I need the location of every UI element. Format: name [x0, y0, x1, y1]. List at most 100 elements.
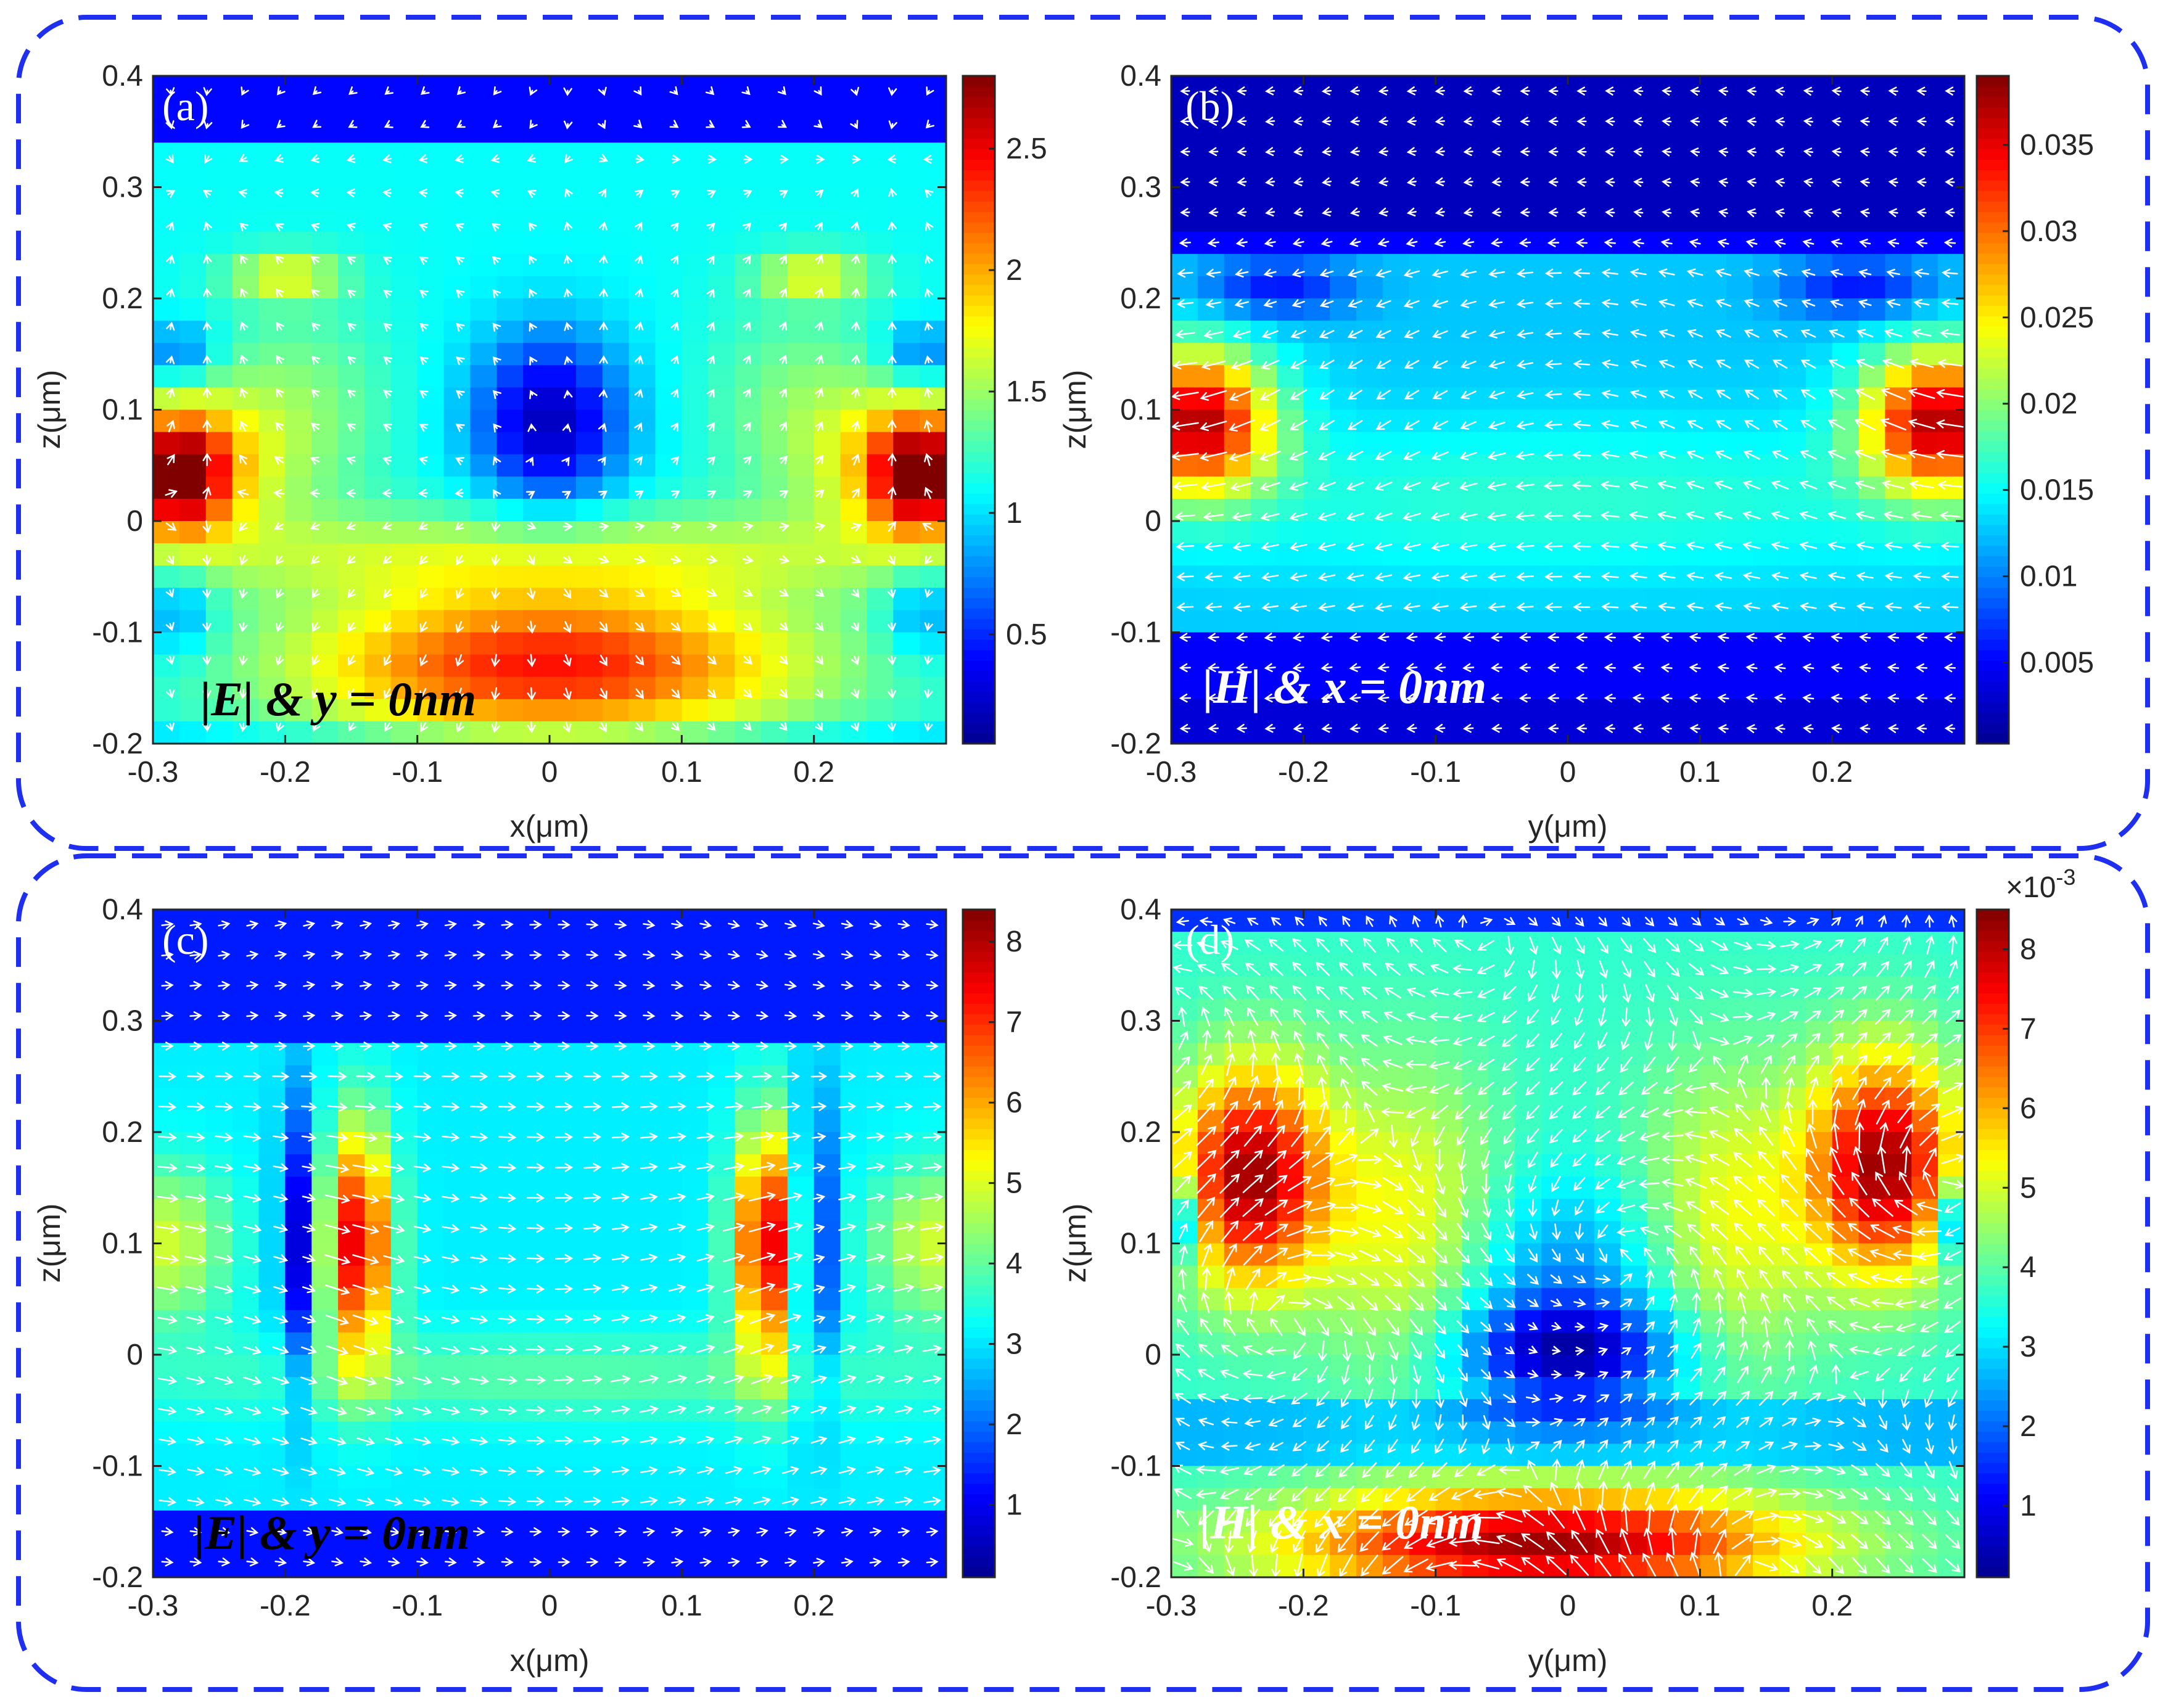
- field-arrow: [599, 288, 608, 297]
- heatmap-cell: [1462, 365, 1489, 388]
- heatmap-cell: [285, 954, 312, 977]
- heatmap-cell: [1753, 632, 1780, 655]
- colorbar-segment: [963, 1368, 995, 1380]
- heatmap-cell: [628, 1355, 656, 1377]
- field-arrow: [888, 87, 897, 96]
- heatmap-cell: [814, 298, 841, 321]
- heatmap-cell: [1647, 699, 1675, 722]
- heatmap-cell: [205, 476, 233, 499]
- heatmap-cell: [205, 365, 233, 388]
- heatmap-cell: [602, 1443, 630, 1467]
- heatmap-cell: [1488, 409, 1516, 433]
- colorbar-segment: [963, 503, 995, 515]
- heatmap-cell: [1515, 142, 1542, 166]
- heatmap-cell: [628, 1132, 656, 1155]
- heatmap-cell: [523, 409, 550, 433]
- heatmap-cell: [390, 76, 418, 99]
- heatmap-cell: [523, 610, 550, 633]
- field-arrow: [419, 257, 429, 265]
- heatmap-cell: [628, 1466, 656, 1489]
- colorbar-segment: [963, 1139, 995, 1150]
- field-arrow: [633, 120, 643, 129]
- heatmap-cell: [1330, 476, 1357, 499]
- heatmap-cell: [1382, 610, 1410, 633]
- heatmap-cell: [628, 932, 656, 955]
- heatmap-cell: [232, 120, 260, 144]
- heatmap-cell: [893, 610, 920, 633]
- heatmap-cell: [179, 1020, 207, 1044]
- heatmap-cell: [1858, 298, 1886, 321]
- heatmap-cell: [523, 654, 550, 678]
- colorbar-segment: [1977, 284, 2009, 296]
- heatmap-cell: [655, 231, 683, 255]
- heatmap-cell: [575, 1265, 603, 1289]
- heatmap-cell: [1647, 432, 1675, 455]
- colorbar-segment: [963, 1483, 995, 1495]
- heatmap-cell: [1277, 298, 1304, 321]
- heatmap-cell: [1356, 1443, 1383, 1467]
- heatmap-cell: [602, 1355, 630, 1377]
- heatmap-cell: [1197, 1065, 1225, 1088]
- colorbar-segment: [963, 263, 995, 275]
- heatmap-cell: [867, 676, 894, 700]
- heatmap-cell: [232, 409, 260, 433]
- heatmap-cell: [470, 543, 498, 566]
- heatmap-cell: [258, 565, 286, 589]
- field-arrow: [888, 387, 897, 398]
- field-arrow: [634, 555, 646, 564]
- heatmap-cell: [575, 654, 603, 678]
- heatmap-cell: [258, 76, 286, 99]
- heatmap-cell: [708, 721, 735, 744]
- heatmap-cell: [628, 298, 656, 321]
- heatmap-cell: [1382, 165, 1410, 188]
- heatmap-cell: [1250, 432, 1278, 455]
- heatmap-cell: [1885, 521, 1913, 544]
- colorbar-segment: [963, 1295, 995, 1307]
- colorbar-segment: [963, 1546, 995, 1557]
- field-arrow: [922, 523, 934, 531]
- heatmap-cell: [1197, 187, 1225, 210]
- field-arrow: [274, 154, 284, 163]
- heatmap-cell: [920, 387, 947, 411]
- heatmap-cell: [1171, 721, 1198, 744]
- heatmap-cell: [1462, 276, 1489, 299]
- heatmap-cell: [179, 120, 207, 144]
- heatmap-cell: [1885, 654, 1913, 678]
- heatmap-cell: [920, 187, 947, 210]
- colorbar-segment: [1977, 76, 2009, 87]
- heatmap-cell: [258, 676, 286, 700]
- heatmap-cell: [179, 76, 207, 99]
- heatmap-cell: [814, 365, 841, 388]
- field-arrow: [273, 488, 285, 498]
- heatmap-cell: [840, 76, 868, 99]
- heatmap-cell: [814, 521, 841, 544]
- heatmap-cell: [1673, 165, 1701, 188]
- heatmap-cell: [920, 209, 947, 232]
- colorbar-segment: [963, 96, 995, 108]
- field-arrow: [851, 287, 860, 298]
- heatmap-cell: [708, 699, 735, 722]
- heatmap-cell: [1224, 387, 1251, 411]
- heatmap-cell: [338, 432, 365, 455]
- field-arrow: [166, 689, 175, 699]
- heatmap-cell: [1647, 498, 1675, 522]
- heatmap-cell: [258, 165, 286, 188]
- heatmap-cell: [311, 1399, 339, 1423]
- heatmap-cell: [814, 120, 841, 144]
- field-arrow: [165, 489, 178, 498]
- colorbar-segment: [963, 597, 995, 609]
- heatmap-cell: [153, 298, 180, 321]
- heatmap-cell: [311, 120, 339, 144]
- field-arrow: [382, 488, 392, 498]
- heatmap-cell: [1779, 365, 1807, 388]
- heatmap-cell: [523, 1109, 550, 1133]
- heatmap-cell: [814, 699, 841, 722]
- heatmap-cell: [628, 120, 656, 144]
- heatmap-cell: [1700, 321, 1727, 343]
- heatmap-cell: [443, 98, 471, 121]
- heatmap-cell: [311, 1421, 339, 1445]
- heatmap-cell: [1356, 1176, 1383, 1200]
- heatmap-cell: [1911, 521, 1938, 544]
- colorbar-segment: [1977, 170, 2009, 181]
- heatmap-cell: [893, 1154, 920, 1177]
